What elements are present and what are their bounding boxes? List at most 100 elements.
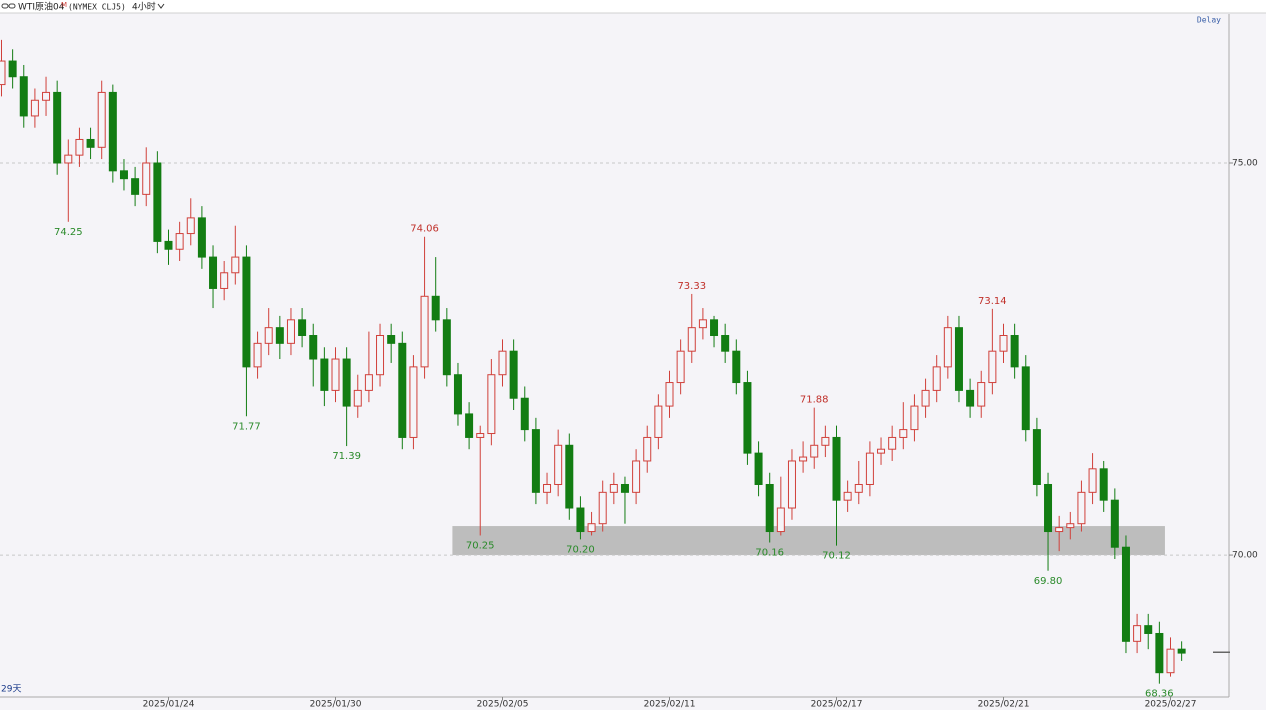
candle-body <box>253 342 262 368</box>
status: Delay <box>1197 16 1221 25</box>
candle-body <box>1121 546 1130 642</box>
candle-body <box>921 389 930 407</box>
candle-body <box>1166 648 1175 674</box>
candle-body <box>64 154 73 164</box>
candle-body <box>498 350 507 376</box>
candle-body <box>8 60 17 78</box>
candle-body <box>298 319 307 337</box>
extreme-label: 70.12 <box>822 551 851 562</box>
candle-body <box>732 350 741 384</box>
candle-body <box>1010 335 1019 368</box>
candle-body <box>910 405 919 431</box>
candle-body <box>1032 429 1041 485</box>
candle-body <box>1044 483 1053 533</box>
candle-body <box>1133 625 1142 642</box>
candle-body <box>743 382 752 454</box>
link-icon <box>1 3 16 9</box>
candle-body <box>275 327 284 344</box>
candle-body <box>364 374 373 391</box>
candle-body <box>754 452 763 485</box>
candle-body <box>576 507 585 533</box>
candle-body <box>799 456 808 462</box>
candle-body <box>53 91 62 164</box>
candle-body <box>97 91 106 148</box>
x-tick-label: 2025/01/24 <box>143 700 195 710</box>
candle-body <box>175 233 184 250</box>
x-tick-label: 2025/02/11 <box>644 700 696 710</box>
header-bar <box>0 0 1266 13</box>
extreme-label: 68.36 <box>1145 689 1174 700</box>
candle-body <box>197 217 206 258</box>
candle-body <box>787 460 796 509</box>
candle-body <box>331 358 340 391</box>
extreme-label: 69.80 <box>1034 576 1063 587</box>
candle-body <box>943 327 952 368</box>
candle-body <box>643 436 652 462</box>
candle-body <box>0 60 6 86</box>
candle-body <box>342 358 351 407</box>
candle-body <box>966 389 975 407</box>
candle-body <box>620 483 629 493</box>
candle-body <box>810 444 819 458</box>
extreme-label: 70.25 <box>466 540 495 551</box>
extreme-label: 70.16 <box>755 548 784 559</box>
candle-body <box>476 433 485 438</box>
candle-body <box>509 350 518 399</box>
candle-body <box>821 436 830 446</box>
x-tick-label: 2025/02/27 <box>1145 700 1197 710</box>
candle-body <box>231 256 240 274</box>
candle-body <box>977 382 986 407</box>
candle-body <box>565 444 574 509</box>
candle-body <box>453 374 462 415</box>
candle-body <box>765 483 774 533</box>
candle-body <box>209 256 218 289</box>
extreme-label: 71.88 <box>800 395 829 406</box>
candle-body <box>1144 625 1153 634</box>
candle-body <box>1088 468 1097 493</box>
candle-body <box>131 178 140 195</box>
candle-body <box>888 436 897 450</box>
candle-body <box>387 335 396 344</box>
candle-body <box>119 170 128 180</box>
title-badge: M <box>61 1 67 9</box>
candle-body <box>587 523 596 533</box>
extreme-label: 70.20 <box>566 544 595 555</box>
candle-body <box>153 162 162 242</box>
extreme-label: 73.14 <box>978 296 1007 307</box>
candle-body <box>242 256 251 368</box>
extreme-label: 71.39 <box>332 451 361 462</box>
candle-body <box>19 76 28 117</box>
candle-body <box>186 217 195 235</box>
candle-body <box>376 335 385 376</box>
candle-body <box>954 327 963 391</box>
candle-body <box>865 452 874 485</box>
candle-body <box>932 366 941 391</box>
candle-body <box>1077 491 1086 525</box>
interval[interactable]: 4小时 <box>132 1 156 13</box>
candle-body <box>1155 632 1164 674</box>
candle-body <box>465 413 474 438</box>
candle-body <box>877 448 886 454</box>
candle-body <box>988 350 997 384</box>
candle-body <box>86 138 95 148</box>
candle-body <box>1055 527 1064 533</box>
candle-body <box>676 350 685 384</box>
candle-body <box>1021 366 1030 431</box>
candle-body <box>843 491 852 501</box>
candle-body <box>1177 648 1186 654</box>
candle-body <box>776 507 785 533</box>
extreme-label: 73.33 <box>677 281 706 292</box>
candle-body <box>832 436 841 501</box>
candle-body <box>854 483 863 493</box>
candle-body <box>1099 468 1108 501</box>
candle-body <box>142 162 151 195</box>
title: WTI原油04 <box>18 1 65 13</box>
candle-body <box>409 366 418 438</box>
candle-body <box>1110 499 1119 548</box>
candle-body <box>654 405 663 438</box>
candle-body <box>286 319 295 344</box>
candle-body <box>687 327 696 352</box>
candle-body <box>264 327 273 344</box>
interval-dropdown[interactable] <box>157 3 165 9</box>
